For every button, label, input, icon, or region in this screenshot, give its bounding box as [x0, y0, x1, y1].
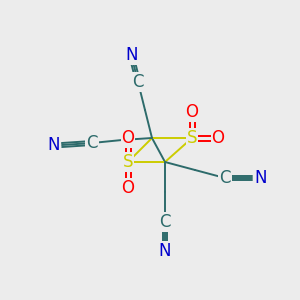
Text: N: N	[47, 136, 60, 154]
Text: O: O	[185, 103, 199, 121]
Text: N: N	[159, 242, 171, 260]
Text: S: S	[187, 129, 197, 147]
Text: C: C	[159, 213, 171, 231]
Text: O: O	[212, 129, 224, 147]
Text: S: S	[123, 153, 133, 171]
Text: O: O	[122, 179, 134, 197]
Text: C: C	[132, 73, 144, 91]
Text: C: C	[86, 134, 98, 152]
Text: N: N	[126, 46, 138, 64]
Text: N: N	[254, 169, 266, 187]
Text: O: O	[122, 129, 134, 147]
Text: C: C	[219, 169, 231, 187]
